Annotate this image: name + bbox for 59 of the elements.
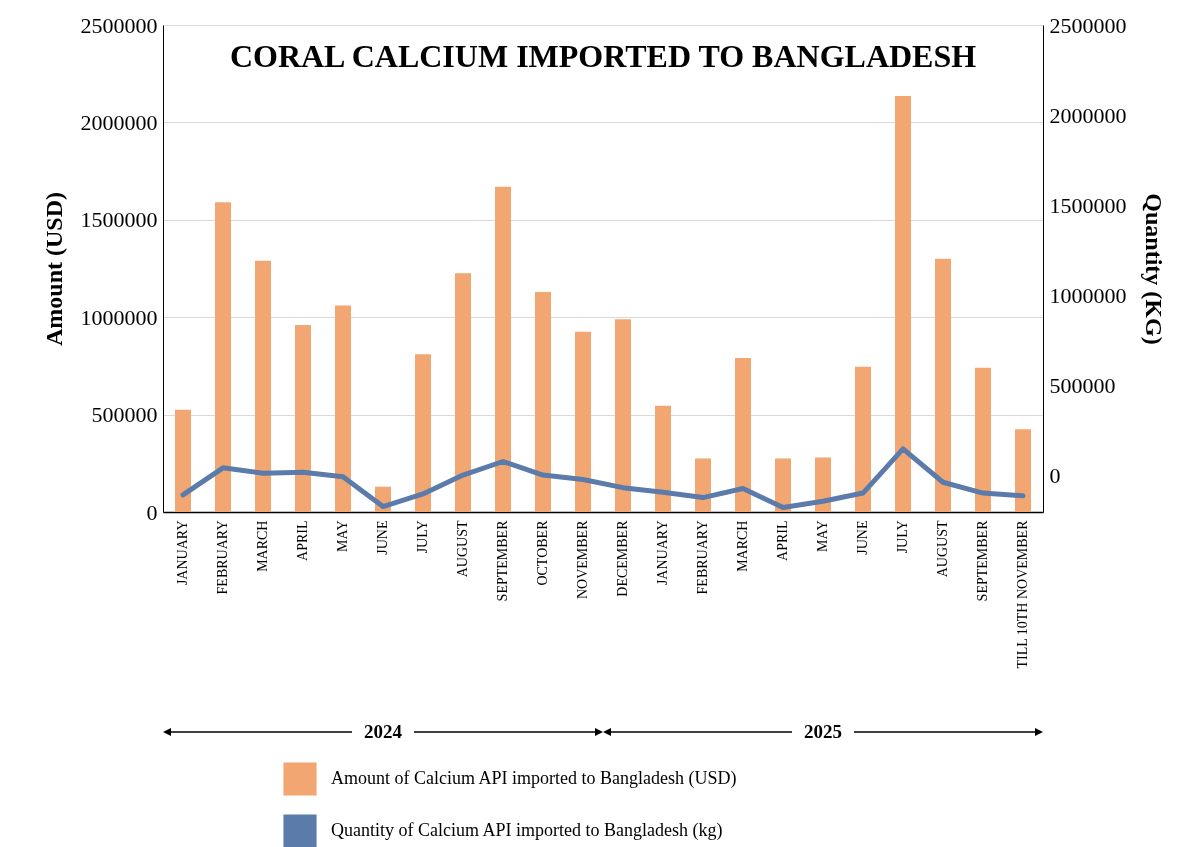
legend-label: Amount of Calcium API imported to Bangladesh (USD) bbox=[331, 768, 737, 789]
bar bbox=[575, 331, 591, 512]
legend-label: Quantity of Calcium API imported to Bangladesh (kg) bbox=[331, 820, 723, 841]
x-tick-label: MAY bbox=[815, 520, 830, 552]
x-tick-label: NOVEMBER bbox=[575, 519, 590, 600]
x-tick-label: SEPTEMBER bbox=[975, 519, 990, 602]
bar bbox=[1015, 429, 1031, 512]
x-tick-label: AUGUST bbox=[935, 520, 950, 578]
y2-tick-label: 0 bbox=[1049, 463, 1061, 489]
x-tick-label: APRIL bbox=[295, 520, 310, 561]
y-tick-label: 1000000 bbox=[80, 304, 158, 330]
x-tick-label: TILL 10TH NOVEMBER bbox=[1015, 519, 1030, 669]
x-tick-label: FEBRUARY bbox=[215, 520, 230, 595]
y-tick-label: 2500000 bbox=[80, 12, 158, 38]
bar bbox=[455, 273, 471, 512]
x-tick-label: DECEMBER bbox=[615, 519, 630, 597]
bar bbox=[535, 291, 551, 512]
y2-tick-label: 2500000 bbox=[1049, 12, 1127, 38]
x-tick-label: APRIL bbox=[775, 520, 790, 561]
bar bbox=[935, 258, 951, 512]
bar bbox=[215, 202, 231, 512]
x-tick-label: MARCH bbox=[255, 520, 270, 572]
x-tick-label: JULY bbox=[895, 520, 910, 554]
y-tick-label: 0 bbox=[146, 499, 158, 525]
y-axis-title: Amount (USD) bbox=[40, 191, 67, 347]
y2-tick-label: 2000000 bbox=[1049, 102, 1127, 128]
chart-title: CORAL CALCIUM IMPORTED TO BANGLADESH bbox=[229, 38, 977, 74]
bar bbox=[255, 260, 271, 512]
y2-tick-label: 1000000 bbox=[1049, 283, 1127, 309]
bar bbox=[335, 305, 351, 512]
x-tick-label: SEPTEMBER bbox=[495, 519, 510, 602]
bar bbox=[495, 186, 511, 512]
bar bbox=[615, 319, 631, 512]
y2-axis-title: Quantity (KG) bbox=[1140, 193, 1167, 345]
bar bbox=[895, 96, 911, 512]
x-tick-label: JUNE bbox=[855, 520, 870, 555]
y-tick-label: 500000 bbox=[91, 402, 158, 428]
bar bbox=[655, 405, 671, 512]
x-tick-label: AUGUST bbox=[455, 520, 470, 578]
x-tick-label: JANUARY bbox=[655, 520, 670, 586]
x-tick-label: MARCH bbox=[735, 520, 750, 572]
y-tick-label: 1500000 bbox=[80, 207, 158, 233]
bar bbox=[855, 366, 871, 512]
x-tick-label: JANUARY bbox=[175, 520, 190, 586]
x-tick-label: JUNE bbox=[375, 520, 390, 555]
bar bbox=[415, 354, 431, 512]
x-tick-label: JULY bbox=[415, 520, 430, 554]
x-tick-label: FEBRUARY bbox=[695, 520, 710, 595]
bar bbox=[695, 458, 711, 512]
y2-tick-label: 500000 bbox=[1049, 373, 1116, 399]
bar bbox=[815, 457, 831, 512]
bar bbox=[975, 367, 991, 512]
bar bbox=[735, 358, 751, 512]
x-tick-label: MAY bbox=[335, 520, 350, 552]
bar bbox=[295, 324, 311, 512]
x-tick-label: OCTOBER bbox=[535, 519, 550, 586]
bar bbox=[175, 409, 191, 512]
y-tick-label: 2000000 bbox=[80, 109, 158, 135]
y2-tick-label: 1500000 bbox=[1049, 192, 1127, 218]
